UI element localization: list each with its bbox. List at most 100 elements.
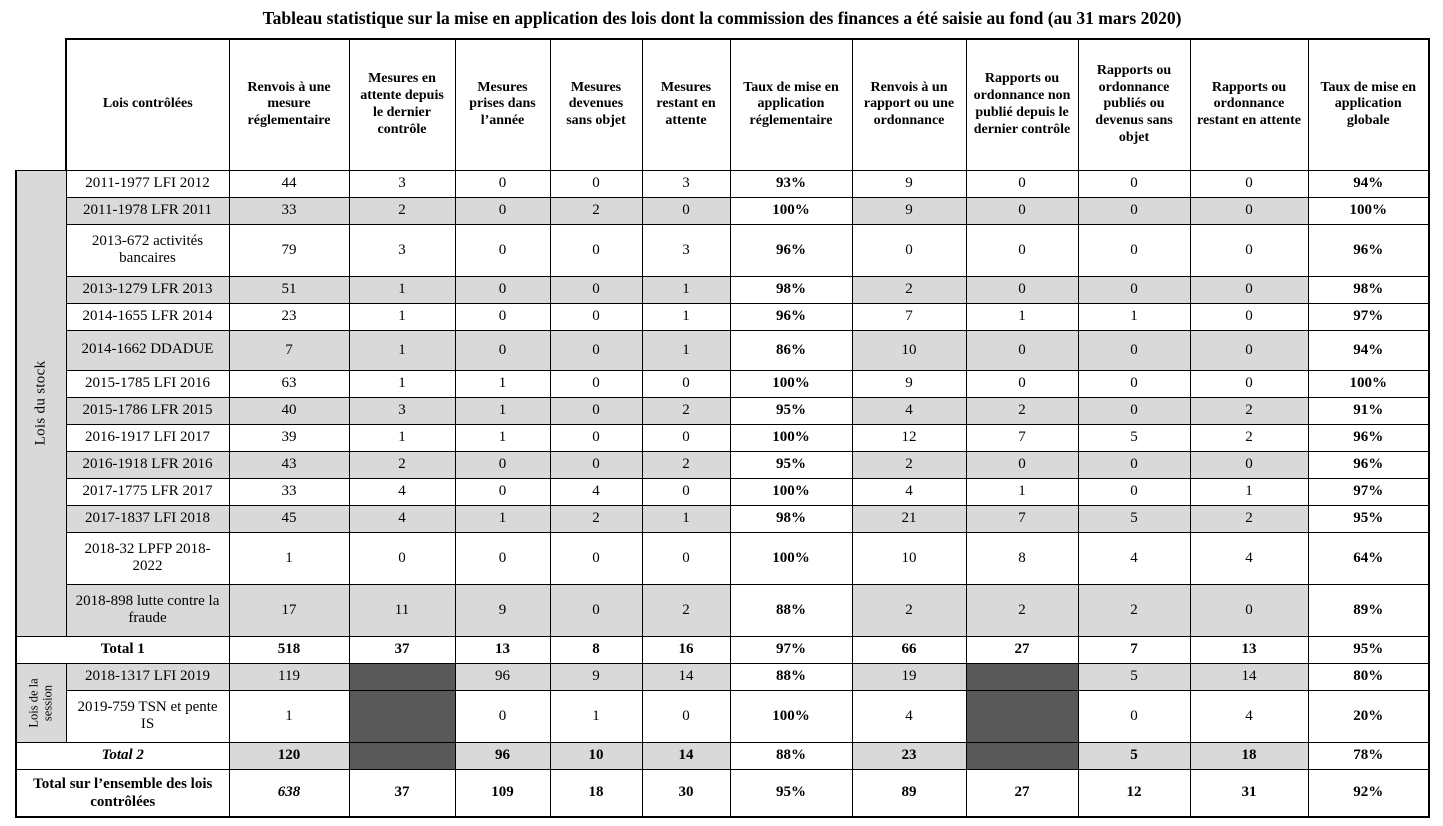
column-header-0: Lois contrôlées	[65, 38, 230, 171]
law-name-cell: 2014-1662 DDADUE	[65, 329, 230, 371]
value-cell: 96%	[1307, 450, 1430, 479]
value-cell: 518	[228, 635, 350, 664]
value-cell: 8	[549, 635, 643, 664]
value-cell: 2	[549, 504, 643, 533]
table-row: 2014-1662 DDADUE 7 1 0 0 1 86% 10 0 0 0 94%	[16, 329, 1430, 371]
table-title: Tableau statistique sur la mise en appli…	[262, 8, 1182, 28]
value-cell: 4	[348, 504, 456, 533]
value-cell: 0	[965, 169, 1079, 198]
value-cell: 0	[549, 302, 643, 331]
table-row: 2015-1785 LFI 2016 63 1 1 0 0 100% 9 0 0 0 100%	[16, 369, 1430, 398]
value-cell: 9	[851, 169, 967, 198]
value-cell: 0	[641, 369, 731, 398]
value-cell: 5	[1077, 423, 1191, 452]
value-cell: 2	[348, 450, 456, 479]
column-header-3: Mesures prises dans l’année	[454, 38, 551, 171]
value-cell: 4	[851, 477, 967, 506]
value-cell: 79	[228, 223, 350, 277]
value-cell: 78%	[1307, 741, 1430, 770]
value-cell: 100%	[729, 531, 853, 585]
value-cell: 0	[1189, 302, 1309, 331]
value-cell: 9	[851, 196, 967, 225]
value-cell: 96%	[729, 223, 853, 277]
value-cell: 4	[348, 477, 456, 506]
value-cell: 11	[348, 583, 456, 637]
column-header-11: Taux de mise en application globale	[1307, 38, 1430, 171]
value-cell: 23	[228, 302, 350, 331]
value-cell: 13	[454, 635, 551, 664]
value-cell: 2	[965, 583, 1079, 637]
statistics-table: Lois contrôlées Renvois à une mesure régl…	[15, 38, 1430, 818]
blackout-cell	[348, 741, 456, 770]
total-row: Total sur l’ensemble des lois contrôlées…	[15, 768, 1430, 818]
value-cell: 23	[851, 741, 967, 770]
value-cell: 0	[1189, 583, 1309, 637]
value-cell: 66	[851, 635, 967, 664]
value-cell: 39	[228, 423, 350, 452]
value-cell: 95%	[729, 396, 853, 425]
value-cell: 0	[1077, 223, 1191, 277]
value-cell: 88%	[729, 741, 853, 770]
value-cell: 0	[1189, 329, 1309, 371]
law-name-cell: 2018-1317 LFI 2019	[65, 662, 230, 691]
value-cell: 93%	[729, 169, 853, 198]
value-cell: 1	[641, 275, 731, 304]
law-name-cell: 2018-32 LPFP 2018-2022	[65, 531, 230, 585]
table-row: 2019-759 TSN et pente IS 1 0 1 0 100% 4 0 4 20%	[16, 689, 1430, 743]
value-cell: 0	[1077, 396, 1191, 425]
value-cell: 100%	[729, 477, 853, 506]
value-cell: 33	[228, 477, 350, 506]
value-cell: 1	[965, 302, 1079, 331]
value-cell: 4	[851, 396, 967, 425]
value-cell: 0	[549, 396, 643, 425]
table-row: 2011-1978 LFR 2011 33 2 0 2 0 100% 9 0 0 0 100%	[16, 196, 1430, 225]
value-cell: 2	[1189, 423, 1309, 452]
value-cell: 20%	[1307, 689, 1430, 743]
value-cell: 51	[228, 275, 350, 304]
value-cell: 2	[641, 450, 731, 479]
table-row: 2014-1655 LFR 2014 23 1 0 0 1 96% 7 1 1 0 97%	[16, 302, 1430, 331]
value-cell: 2	[1189, 504, 1309, 533]
value-cell: 5	[1077, 662, 1191, 691]
value-cell: 0	[965, 329, 1079, 371]
law-name-cell: 2017-1775 LFR 2017	[65, 477, 230, 506]
value-cell: 0	[641, 531, 731, 585]
value-cell: 27	[965, 768, 1079, 818]
value-cell: 12	[851, 423, 967, 452]
value-cell: 0	[454, 450, 551, 479]
column-header-9: Rapports ou ordonnance publiés ou devenu…	[1077, 38, 1191, 171]
blackout-cell	[965, 662, 1079, 691]
value-cell: 10	[549, 741, 643, 770]
value-cell: 3	[641, 169, 731, 198]
value-cell: 45	[228, 504, 350, 533]
value-cell: 1	[348, 302, 456, 331]
law-name-cell: 2016-1917 LFI 2017	[65, 423, 230, 452]
value-cell: 4	[1189, 689, 1309, 743]
column-header-6: Taux de mise en application réglementair…	[729, 38, 853, 171]
value-cell: 0	[549, 329, 643, 371]
header-row: Lois contrôlées Renvois à une mesure régl…	[16, 38, 1430, 171]
value-cell: 0	[454, 302, 551, 331]
value-cell: 97%	[1307, 302, 1430, 331]
column-header-1: Renvois à une mesure réglementaire	[228, 38, 350, 171]
value-cell: 0	[348, 531, 456, 585]
value-cell: 1	[348, 329, 456, 371]
group-label-cell: Lois de la session	[15, 662, 67, 743]
law-name-cell: 2013-1279 LFR 2013	[65, 275, 230, 304]
value-cell: 9	[454, 583, 551, 637]
value-cell: 0	[454, 531, 551, 585]
value-cell: 0	[641, 196, 731, 225]
value-cell: 3	[348, 169, 456, 198]
value-cell: 86%	[729, 329, 853, 371]
value-cell: 0	[965, 275, 1079, 304]
value-cell: 97%	[1307, 477, 1430, 506]
value-cell: 0	[454, 329, 551, 371]
value-cell: 100%	[1307, 369, 1430, 398]
value-cell: 12	[1077, 768, 1191, 818]
value-cell: 0	[549, 275, 643, 304]
value-cell: 37	[348, 768, 456, 818]
total-row: Total 2 120 96 10 14 88% 23 5 18 78%	[15, 741, 1430, 770]
value-cell: 2	[851, 450, 967, 479]
value-cell: 100%	[729, 689, 853, 743]
value-cell: 109	[454, 768, 551, 818]
